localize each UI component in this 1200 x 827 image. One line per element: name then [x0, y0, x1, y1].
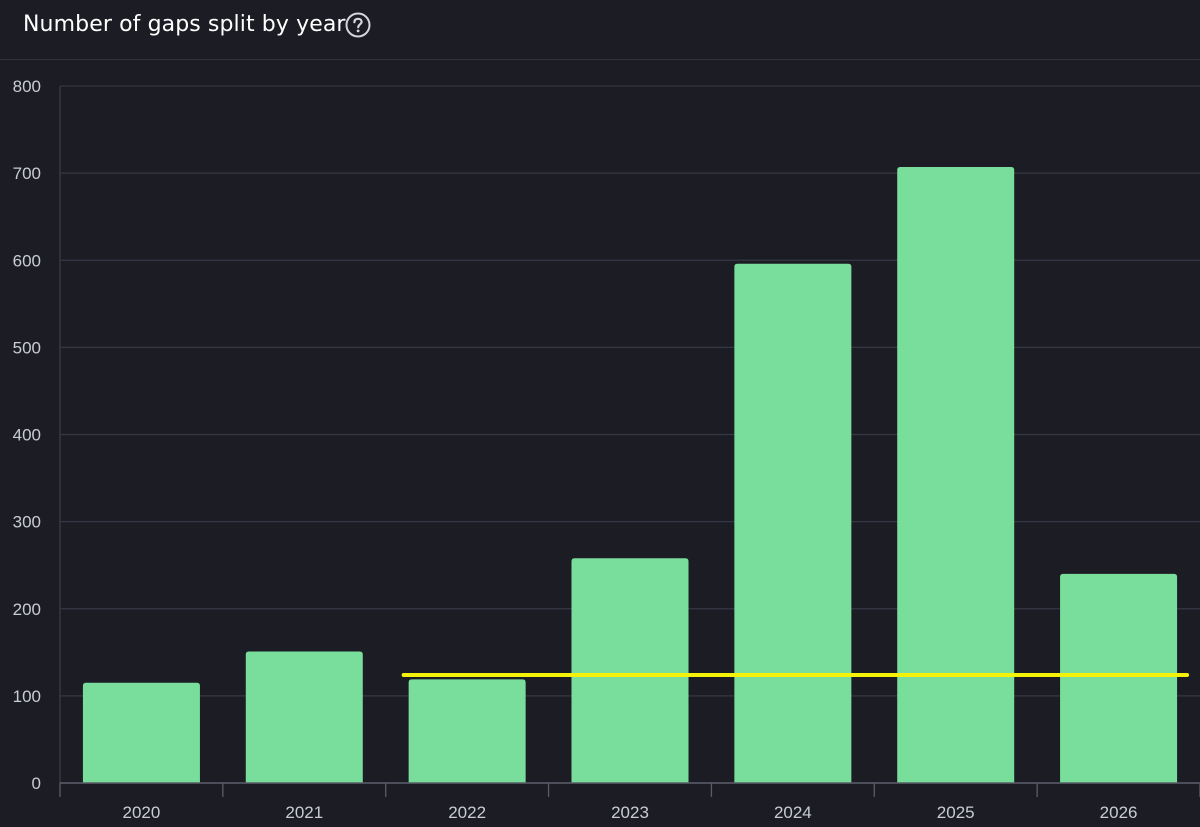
- x-tick-label: 2020: [123, 803, 161, 822]
- y-tick-label: 800: [13, 77, 41, 96]
- bar-2025: [897, 167, 1015, 783]
- bar-2020: [82, 682, 200, 783]
- x-tick-label: 2022: [448, 803, 486, 822]
- x-tick-label: 2021: [285, 803, 323, 822]
- y-tick-label: 400: [13, 426, 41, 445]
- y-tick-label: 500: [13, 338, 41, 357]
- x-tick-label: 2025: [937, 803, 975, 822]
- bar-2021: [245, 651, 363, 783]
- question-circle-icon[interactable]: [345, 12, 371, 38]
- x-tick-label: 2024: [774, 803, 812, 822]
- bar-2023: [571, 558, 689, 783]
- panel-header: Number of gaps split by year: [0, 0, 1200, 60]
- y-tick-label: 700: [13, 164, 41, 183]
- bar-2026: [1060, 573, 1178, 783]
- bar-chart: 0 100 200 300 400 500 600 700 800 2020 2021 2022 202…: [13, 77, 1200, 822]
- y-tick-label: 300: [13, 513, 41, 532]
- y-tick-label: 600: [13, 251, 41, 270]
- x-tick-label: 2023: [611, 803, 649, 822]
- chart-title: Number of gaps split by year: [23, 12, 346, 37]
- y-tick-label: 200: [13, 600, 41, 619]
- bar-2022: [408, 679, 526, 783]
- y-tick-label: 0: [32, 774, 41, 793]
- x-tick-label: 2026: [1100, 803, 1138, 822]
- y-tick-label: 100: [13, 687, 41, 706]
- bar-2024: [734, 263, 852, 783]
